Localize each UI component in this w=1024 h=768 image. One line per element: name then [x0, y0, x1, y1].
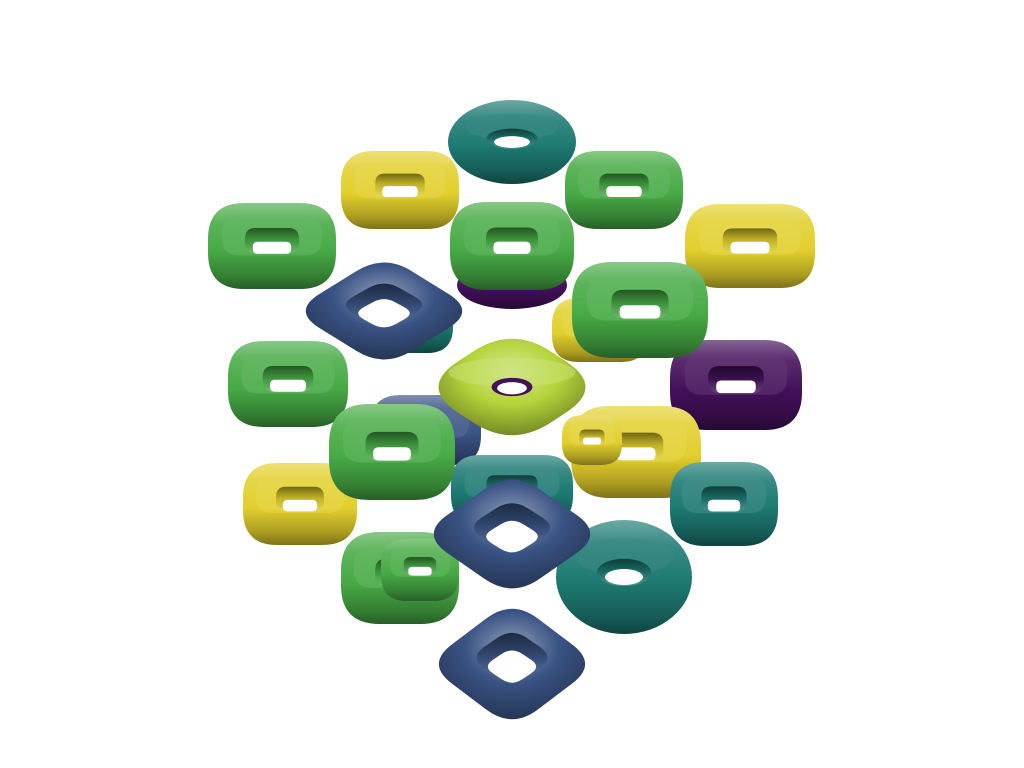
torus-top-sheen [448, 357, 576, 387]
torus-hole [487, 650, 537, 683]
yellow-rounded-square-torus [243, 463, 357, 545]
green-rounded-square-torus [381, 539, 459, 601]
torus-hole [382, 186, 418, 198]
torus-hole [252, 241, 292, 254]
teal-rounded-square-torus [670, 462, 778, 546]
torus-hole [486, 520, 538, 553]
torus-hole [619, 305, 661, 319]
green-rounded-square-torus [329, 404, 455, 500]
torus-hole [716, 380, 756, 394]
torus-hole [282, 499, 318, 512]
torus-hole [616, 447, 656, 461]
torus-hole [493, 241, 531, 254]
torus-hole [494, 136, 530, 148]
torus-hole [583, 437, 601, 445]
yellow-rounded-square-torus [685, 204, 815, 288]
torus-top-sheen [465, 113, 559, 141]
green-rounded-square-torus [208, 203, 336, 289]
torus-hole [270, 379, 306, 392]
torus-top-sheen [575, 538, 673, 575]
yellow-rounded-square-torus [341, 151, 459, 229]
torus-hole [373, 447, 411, 461]
torus-hole [358, 299, 410, 328]
teal-round-torus [448, 100, 576, 184]
torus-hole [606, 186, 642, 198]
green-rounded-square-torus [228, 341, 348, 427]
torus-hole [408, 566, 432, 576]
navy-diamond-torus [305, 262, 463, 360]
torus-hole [707, 499, 741, 512]
teal-round-torus [556, 520, 692, 634]
navy-diamond-torus [438, 608, 586, 720]
green-rounded-square-torus [572, 262, 708, 358]
torus-hole [497, 382, 527, 395]
torus-hole [730, 241, 770, 254]
navy-diamond-torus [433, 479, 591, 589]
green-rounded-square-torus [565, 151, 683, 229]
lime-saddle-torus [438, 338, 586, 436]
purple-rounded-square-torus [670, 340, 802, 430]
torus-group [208, 100, 815, 720]
green-rounded-square-torus [450, 202, 574, 290]
yellow-rounded-square-torus [562, 415, 622, 465]
torus-hole [604, 569, 644, 585]
